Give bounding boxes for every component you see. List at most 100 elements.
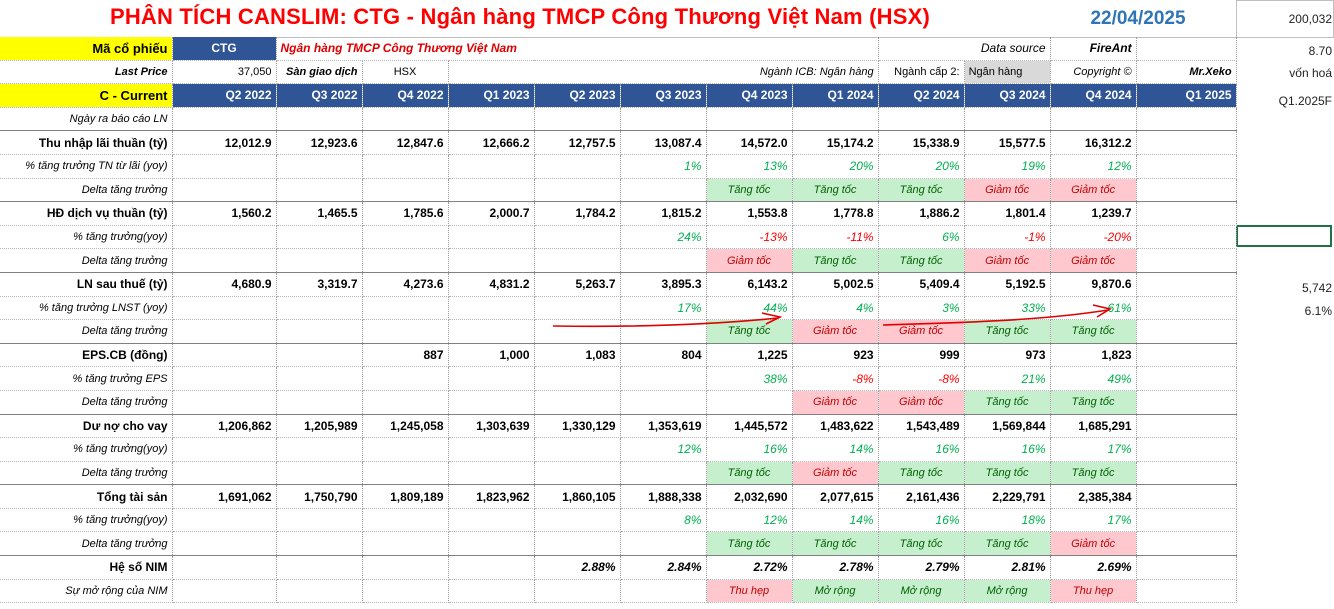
growth-cell[interactable]: [362, 508, 449, 533]
delta-cell[interactable]: [276, 579, 363, 604]
value-cell[interactable]: 16,312.2: [1050, 130, 1137, 155]
delta-cell[interactable]: [448, 579, 535, 604]
value-cell[interactable]: 2.72%: [706, 555, 793, 580]
growth-cell[interactable]: [172, 437, 277, 462]
growth-cell[interactable]: 12%: [1050, 154, 1137, 179]
value-cell[interactable]: 1,569,844: [964, 413, 1051, 439]
growth-cell[interactable]: [172, 225, 277, 250]
value-cell[interactable]: 12,923.6: [276, 130, 363, 155]
delta-cell[interactable]: [1136, 461, 1237, 486]
side-value-4[interactable]: Q1.2025F: [1278, 94, 1332, 108]
value-cell[interactable]: 1,809,189: [362, 484, 449, 509]
delta-cell[interactable]: [172, 319, 277, 344]
value-cell[interactable]: 15,577.5: [964, 130, 1051, 155]
delta-cell[interactable]: [1136, 178, 1237, 203]
delta-cell[interactable]: [620, 579, 707, 604]
growth-cell[interactable]: [172, 366, 277, 391]
growth-cell[interactable]: [1136, 225, 1237, 250]
value-cell[interactable]: 15,338.9: [878, 130, 965, 155]
value-cell[interactable]: 2.78%: [792, 555, 879, 580]
value-cell[interactable]: 804: [620, 342, 707, 368]
growth-cell[interactable]: 38%: [706, 366, 793, 391]
value-cell[interactable]: [1136, 201, 1237, 226]
delta-cell[interactable]: Mở rộng: [878, 579, 965, 604]
value-cell[interactable]: 1,785.6: [362, 201, 449, 226]
value-cell[interactable]: 2,000.7: [448, 201, 535, 226]
data-source-value[interactable]: FireAnt: [1050, 37, 1137, 61]
growth-cell[interactable]: [534, 154, 621, 179]
delta-cell[interactable]: Giảm tốc: [964, 248, 1051, 273]
delta-cell[interactable]: [620, 319, 707, 344]
delta-cell[interactable]: [362, 178, 449, 203]
delta-cell[interactable]: [620, 178, 707, 203]
delta-cell[interactable]: Tăng tốc: [706, 178, 793, 203]
delta-cell[interactable]: Tăng tốc: [792, 178, 879, 203]
delta-cell[interactable]: Thu hẹp: [706, 579, 793, 604]
value-cell[interactable]: [1136, 271, 1237, 297]
delta-cell[interactable]: [362, 319, 449, 344]
value-cell[interactable]: [1136, 413, 1237, 439]
value-cell[interactable]: 1,886.2: [878, 201, 965, 226]
row-label[interactable]: % tăng trưởng(yoy): [0, 225, 173, 250]
delta-cell[interactable]: Giảm tốc: [792, 390, 879, 415]
growth-cell[interactable]: 4%: [792, 296, 879, 321]
value-cell[interactable]: 4,831.2: [448, 271, 535, 297]
value-cell[interactable]: 3,895.3: [620, 271, 707, 297]
value-cell[interactable]: 1,691,062: [172, 484, 277, 509]
growth-cell[interactable]: [276, 366, 363, 391]
growth-cell[interactable]: 16%: [706, 437, 793, 462]
growth-cell[interactable]: [172, 296, 277, 321]
row-label[interactable]: Delta tăng trưởng: [0, 178, 173, 203]
delta-cell[interactable]: Tăng tốc: [706, 461, 793, 486]
row-label[interactable]: Dư nợ cho vay: [0, 413, 173, 439]
value-cell[interactable]: 12,847.6: [362, 130, 449, 155]
delta-cell[interactable]: [276, 319, 363, 344]
delta-cell[interactable]: Tăng tốc: [964, 319, 1051, 344]
value-cell[interactable]: 1,445,572: [706, 413, 793, 439]
quarter-header[interactable]: Q3 2023: [620, 83, 707, 108]
growth-cell[interactable]: 20%: [878, 154, 965, 179]
delta-cell[interactable]: [620, 461, 707, 486]
delta-cell[interactable]: [534, 319, 621, 344]
delta-cell[interactable]: Tăng tốc: [792, 248, 879, 273]
last-price-value[interactable]: 37,050: [172, 60, 277, 85]
value-cell[interactable]: 12,012.9: [172, 130, 277, 155]
delta-cell[interactable]: [1136, 579, 1237, 604]
value-cell[interactable]: 5,192.5: [964, 271, 1051, 297]
growth-cell[interactable]: [1136, 154, 1237, 179]
row-label[interactable]: % tăng trưởng(yoy): [0, 437, 173, 462]
growth-cell[interactable]: 14%: [792, 508, 879, 533]
quarter-header[interactable]: Q4 2024: [1050, 83, 1137, 108]
growth-cell[interactable]: [534, 296, 621, 321]
exchange-label[interactable]: Sàn giao dịch: [276, 60, 363, 85]
value-cell[interactable]: 2,032,690: [706, 484, 793, 509]
empty-cell[interactable]: [172, 107, 277, 132]
delta-cell[interactable]: Giảm tốc: [706, 248, 793, 273]
row-label[interactable]: % tăng trưởng(yoy): [0, 508, 173, 533]
value-cell[interactable]: 2,385,384: [1050, 484, 1137, 509]
growth-cell[interactable]: 12%: [620, 437, 707, 462]
company-name[interactable]: Ngân hàng TMCP Công Thương Việt Nam: [276, 37, 879, 61]
value-cell[interactable]: 923: [792, 342, 879, 368]
delta-cell[interactable]: [276, 531, 363, 557]
growth-cell[interactable]: 6%: [878, 225, 965, 250]
growth-cell[interactable]: [1136, 437, 1237, 462]
growth-cell[interactable]: -8%: [792, 366, 879, 391]
delta-cell[interactable]: [448, 319, 535, 344]
delta-cell[interactable]: Tăng tốc: [706, 531, 793, 557]
delta-cell[interactable]: [362, 531, 449, 557]
row-label[interactable]: Delta tăng trưởng: [0, 248, 173, 273]
empty-cell[interactable]: [1136, 37, 1237, 61]
growth-cell[interactable]: -8%: [878, 366, 965, 391]
delta-cell[interactable]: [276, 390, 363, 415]
delta-cell[interactable]: [172, 390, 277, 415]
growth-cell[interactable]: 44%: [706, 296, 793, 321]
ticker-label[interactable]: Mã cổ phiếu: [0, 37, 173, 61]
delta-cell[interactable]: Giảm tốc: [1050, 248, 1137, 273]
value-cell[interactable]: 4,273.6: [362, 271, 449, 297]
growth-cell[interactable]: [448, 154, 535, 179]
empty-cell[interactable]: [362, 107, 449, 132]
delta-cell[interactable]: Tăng tốc: [1050, 461, 1137, 486]
delta-cell[interactable]: [172, 461, 277, 486]
delta-cell[interactable]: Thu hẹp: [1050, 579, 1137, 604]
